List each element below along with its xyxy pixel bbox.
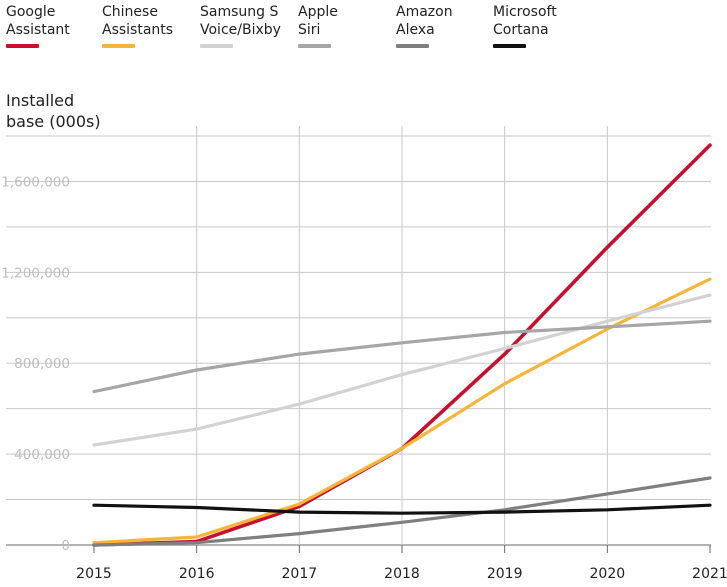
series-lines (92, 143, 712, 547)
y-axis-title: Installed base (000s) (6, 91, 101, 131)
legend-item-amazon-alexa: Amazon Alexa (396, 3, 453, 48)
x-tick-label: 2017 (282, 566, 318, 582)
y-tick-label: 0 (61, 538, 70, 554)
legend-item-google-assistant: Google Assistant (6, 3, 70, 48)
legend-item-microsoft-cortana: Microsoft Cortana (493, 3, 557, 48)
x-tick-label: 2021 (692, 566, 727, 582)
legend-label: Samsung S Voice/Bixby (200, 4, 281, 38)
legend-swatch (6, 44, 39, 48)
legend-item-samsung-bixby: Samsung S Voice/Bixby (200, 3, 281, 48)
legend-swatch (298, 44, 331, 48)
y-tick-label: 400,000 (14, 447, 70, 463)
legend-swatch (200, 44, 233, 48)
legend-label: Microsoft Cortana (493, 4, 557, 38)
x-tick-labels: 2015 2016 2017 2018 2019 2020 2021 (76, 566, 727, 582)
y-tick-labels: 0 400,000 800,000 1,200,000 1,600,000 (1, 174, 70, 554)
x-tick-label: 2020 (590, 566, 626, 582)
legend-swatch (493, 44, 526, 48)
series-line-apple-siri (92, 319, 712, 394)
series-line-microsoft-cortana (92, 503, 712, 515)
y-tick-label: 1,600,000 (1, 174, 70, 190)
y-tick-label: 800,000 (14, 356, 70, 372)
series-line-amazon-alexa (92, 476, 712, 547)
legend-item-apple-siri: Apple Siri (298, 3, 338, 48)
x-tick-label: 2018 (384, 566, 420, 582)
x-tick-label: 2019 (487, 566, 523, 582)
grid (6, 126, 711, 553)
series-line-chinese-assistants (92, 277, 712, 545)
x-tick-label: 2016 (179, 566, 215, 582)
x-tick-label: 2015 (76, 566, 112, 582)
legend-label: Chinese Assistants (102, 4, 174, 38)
y-tick-label: 1,200,000 (1, 265, 70, 281)
legend-swatch (396, 44, 429, 48)
legend-item-chinese-assistants: Chinese Assistants (102, 3, 173, 48)
legend-label: Apple Siri (298, 4, 338, 38)
legend: Google Assistant Chinese Assistants Sams… (0, 3, 727, 63)
legend-label: Amazon Alexa (396, 4, 453, 38)
legend-label: Google Assistant (6, 4, 70, 38)
series-line-samsung-s-voice-bixby (92, 293, 712, 447)
legend-swatch (102, 44, 135, 48)
